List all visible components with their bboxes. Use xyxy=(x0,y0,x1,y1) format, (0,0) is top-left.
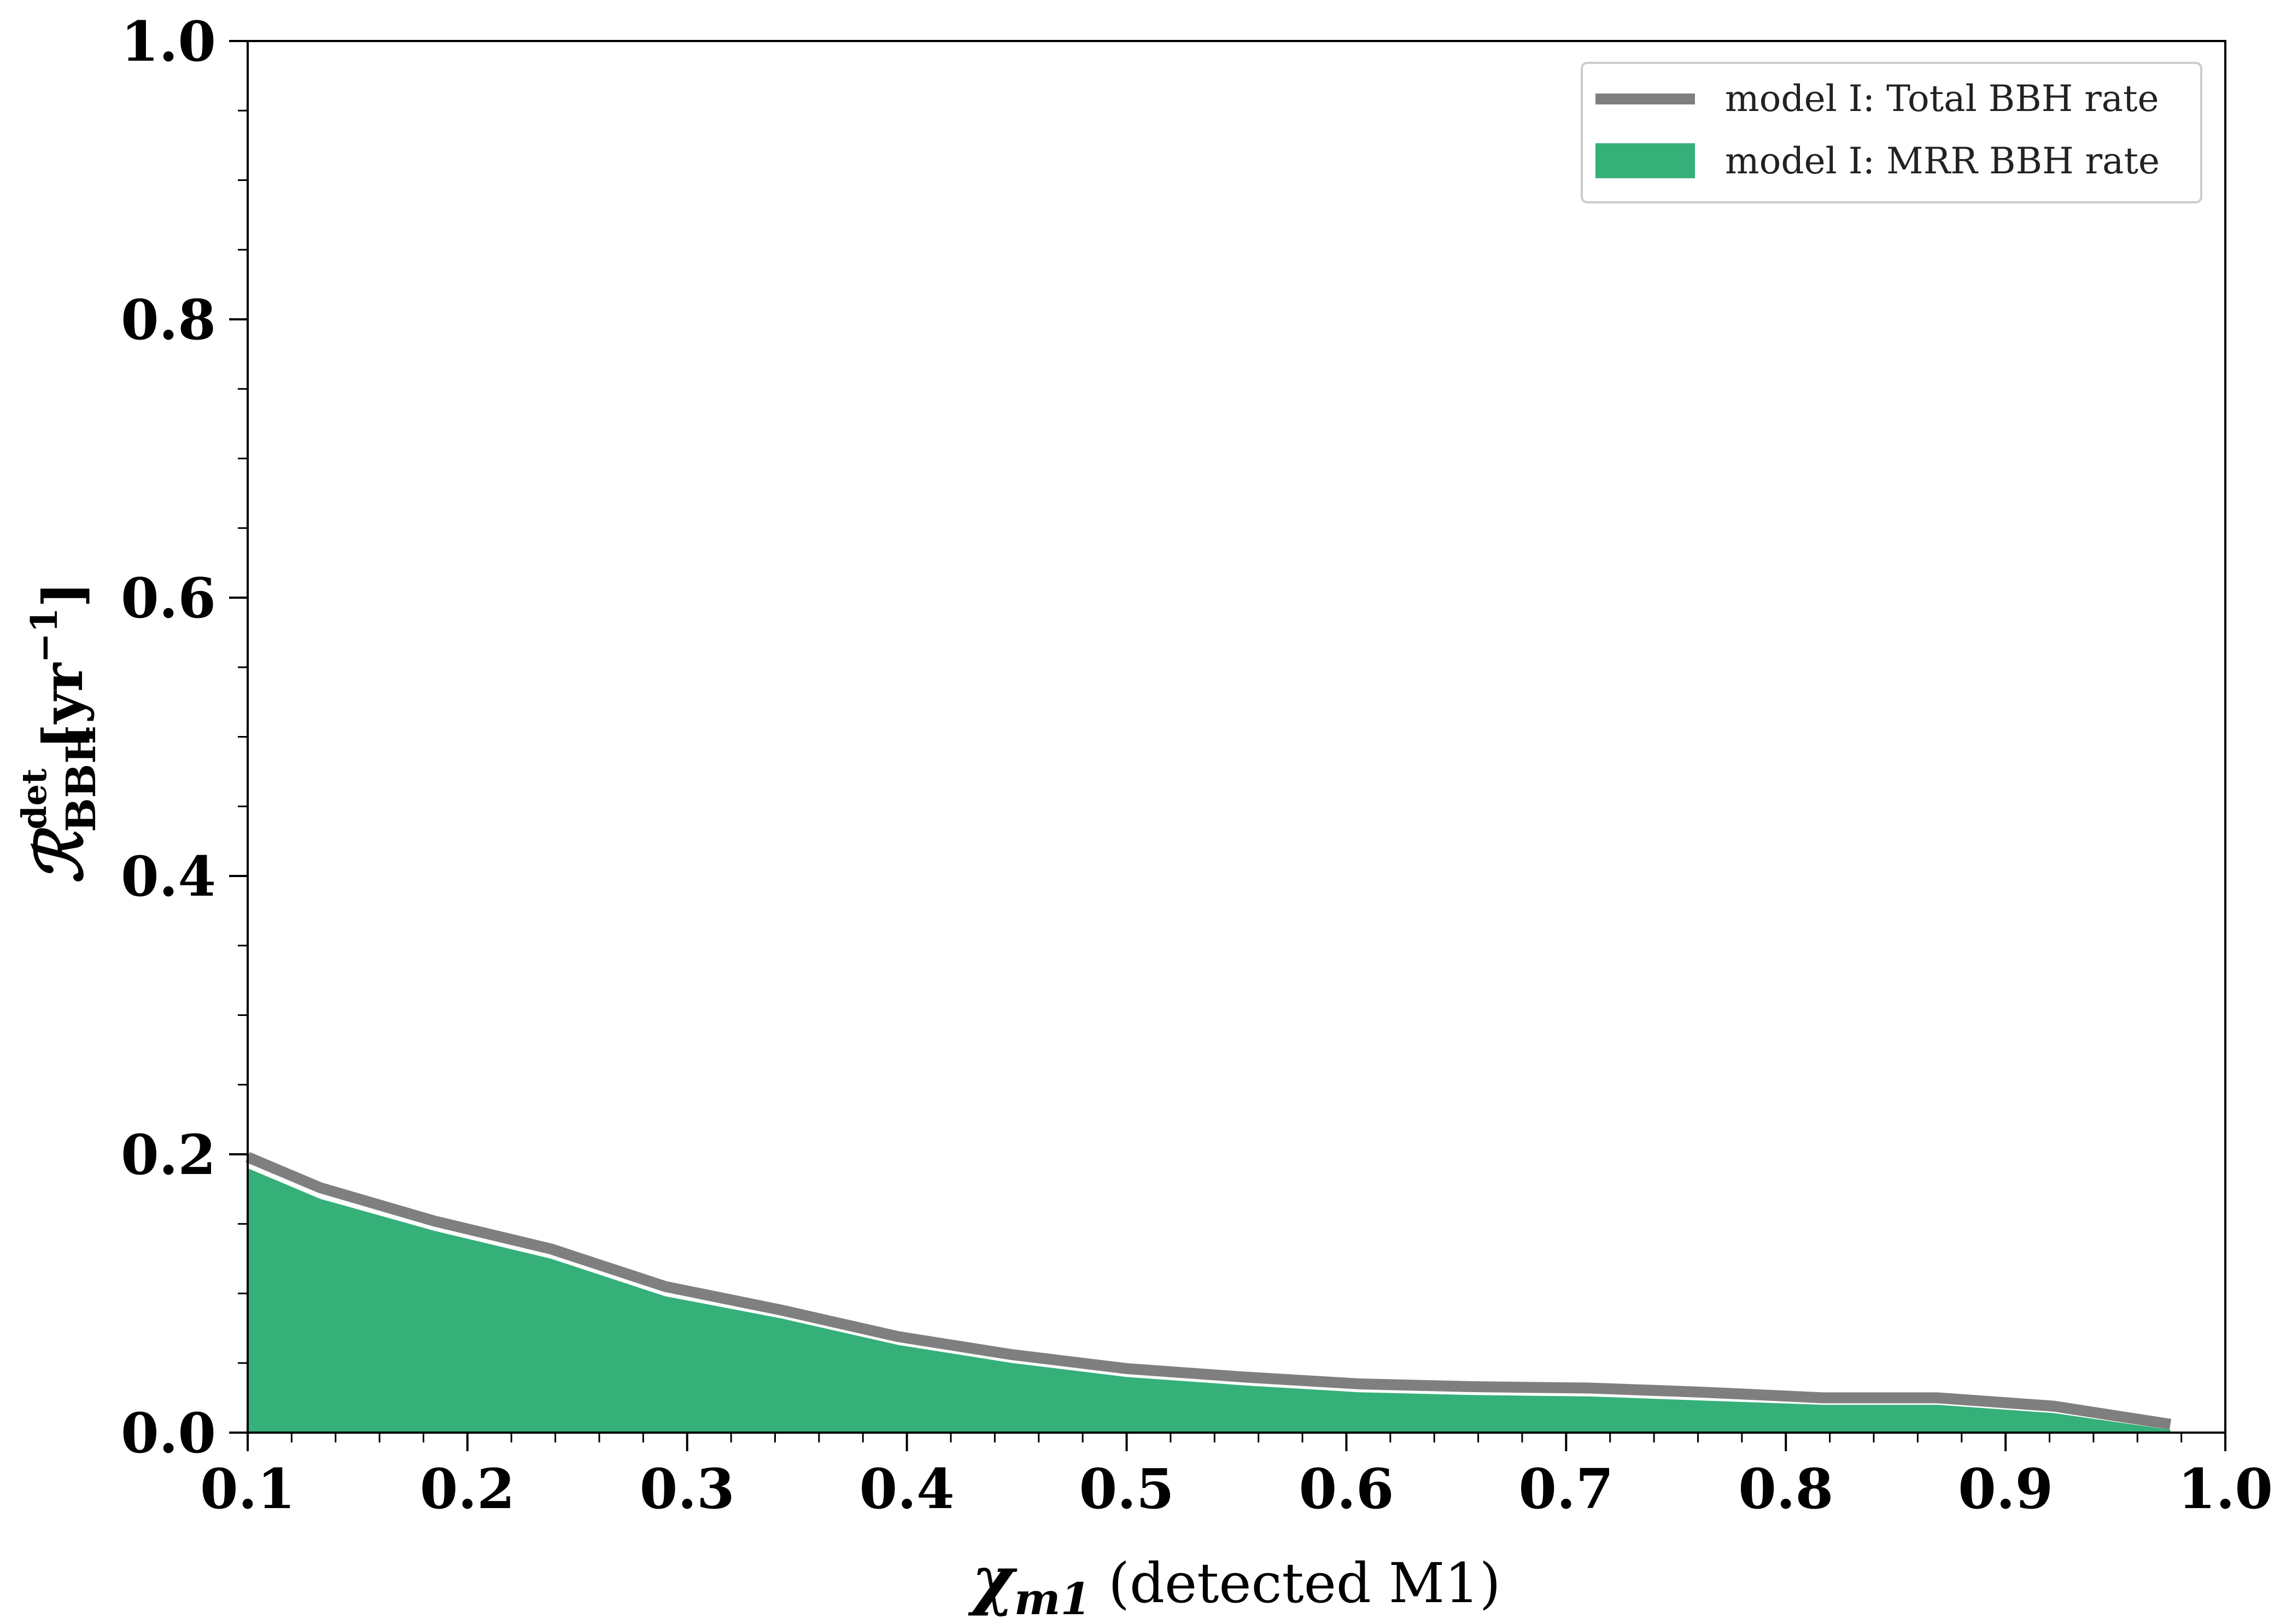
legend-box xyxy=(1581,62,2202,203)
y-tick-label: 0.6 xyxy=(121,566,216,630)
y-tick-label: 0.0 xyxy=(121,1401,216,1465)
x-tick-label: 0.4 xyxy=(860,1457,955,1521)
y-tick-label: 0.4 xyxy=(121,844,216,909)
legend: model I: Total BBH rate model I: MRR BBH… xyxy=(1581,62,2202,203)
x-tick-label: 0.2 xyxy=(420,1457,515,1521)
y-axis-label: ℛBBHdet [yr−1] xyxy=(14,582,105,884)
x-tick-label: 1.0 xyxy=(2178,1457,2273,1521)
x-tick-label: 0.7 xyxy=(1518,1457,1613,1521)
x-tick-label: 0.3 xyxy=(640,1457,735,1521)
x-tick-label: 0.6 xyxy=(1299,1457,1394,1521)
y-tick-label: 0.2 xyxy=(121,1123,216,1187)
total-rate-line xyxy=(245,1152,2172,1430)
mrr-rate-area xyxy=(248,1168,2171,1433)
y-tick-label: 0.8 xyxy=(121,288,216,352)
x-tick-label: 0.9 xyxy=(1958,1457,2053,1521)
legend-mrr-swatch xyxy=(1595,143,1695,178)
plot-area xyxy=(248,41,2225,1433)
legend-total-label: model I: Total BBH rate xyxy=(1725,78,2159,120)
x-tick-label: 0.5 xyxy=(1079,1457,1174,1521)
series-layer xyxy=(245,1152,2172,1433)
legend-mrr-label: model I: MRR BBH rate xyxy=(1725,140,2160,182)
x-tick-label: 0.1 xyxy=(200,1457,295,1521)
tick-layer: 0.1 0.2 0.3 0.4 0.5 0.6 0.7 0.8 0.9 1.0 0.0 0.2 0.4 0… xyxy=(121,9,2273,1521)
y-tick-label: 1.0 xyxy=(121,9,216,74)
x-tick-label: 0.8 xyxy=(1738,1457,1833,1521)
x-axis-label: χm1 (detected M1) xyxy=(968,1541,1501,1624)
